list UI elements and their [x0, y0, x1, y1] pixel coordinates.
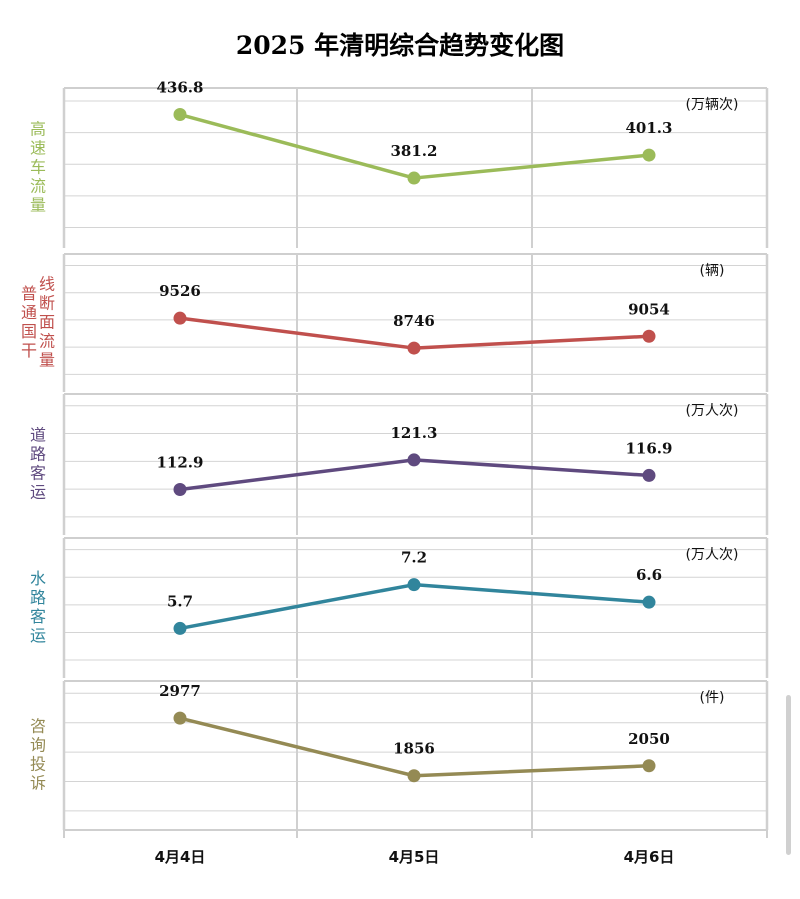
data-label: 8746 [393, 312, 435, 330]
x-tick-label: 4月6日 [624, 848, 675, 866]
panel-label-char: 普 [21, 284, 37, 303]
data-point [407, 578, 421, 592]
panel-label-char: 询 [30, 736, 46, 755]
data-label: 112.9 [157, 454, 204, 472]
panel-label-char: 投 [30, 755, 46, 774]
data-label: 9054 [628, 300, 670, 318]
data-label: 2050 [628, 730, 670, 748]
panel-label-char: 量 [30, 196, 46, 215]
panel-label-char: 运 [30, 483, 46, 502]
data-label: 401.3 [626, 119, 673, 137]
data-label: 2977 [159, 682, 201, 700]
vertical-scrollbar[interactable] [786, 695, 791, 855]
panel-label-char: 国 [21, 322, 37, 341]
panel-label-char: 车 [30, 158, 46, 177]
data-point [642, 468, 656, 482]
data-point [407, 769, 421, 783]
panel-label-char: 客 [30, 607, 46, 626]
panel-label-char: 运 [30, 626, 46, 645]
unit-label: (万人次) [686, 403, 739, 419]
data-label: 7.2 [401, 549, 427, 567]
chart-title: 2025 年清明综合趋势变化图 [235, 31, 565, 60]
unit-label: (万辆次) [686, 97, 739, 113]
panel-label-char: 通 [21, 303, 37, 322]
unit-label: (件) [700, 690, 725, 706]
panel-label-char: 面 [39, 313, 55, 332]
x-tick-label: 4月4日 [155, 848, 206, 866]
panel-label-char: 量 [39, 351, 55, 370]
panel-label-char: 干 [21, 341, 37, 360]
data-point [407, 341, 421, 355]
data-label: 381.2 [391, 142, 438, 160]
data-point [642, 595, 656, 609]
data-label: 436.8 [157, 79, 204, 97]
unit-label: (万人次) [686, 547, 739, 563]
data-point [407, 171, 421, 185]
data-label: 1856 [393, 740, 435, 758]
panel-label-char: 断 [39, 294, 55, 313]
data-point [173, 621, 187, 635]
panel-label-char: 咨 [30, 717, 46, 736]
data-point [173, 311, 187, 325]
panel-label-char: 水 [30, 569, 46, 588]
panel-label-char: 流 [39, 332, 55, 351]
series-line [179, 582, 650, 631]
panel-label-char: 速 [30, 139, 46, 158]
data-point [173, 711, 187, 725]
data-point [173, 108, 187, 122]
panel-label-char: 高 [30, 120, 46, 139]
data-point [173, 483, 187, 497]
panel-label-char: 客 [30, 464, 46, 483]
data-label: 9526 [159, 282, 201, 300]
panel-label-char: 流 [30, 177, 46, 196]
data-point [642, 759, 656, 773]
panel-label-char: 诉 [30, 774, 46, 793]
panel-label-char: 路 [30, 445, 46, 464]
panel-label-char: 路 [30, 588, 46, 607]
data-point [642, 329, 656, 343]
data-label: 6.6 [636, 566, 662, 584]
data-label: 116.9 [626, 439, 673, 457]
data-point [407, 453, 421, 467]
x-tick-label: 4月5日 [389, 848, 440, 866]
data-point [642, 148, 656, 162]
unit-label: (辆) [700, 263, 725, 279]
panel-label-char: 线 [39, 275, 55, 294]
panel-label-char: 道 [30, 426, 46, 445]
data-label: 5.7 [167, 592, 193, 610]
data-label: 121.3 [391, 424, 438, 442]
